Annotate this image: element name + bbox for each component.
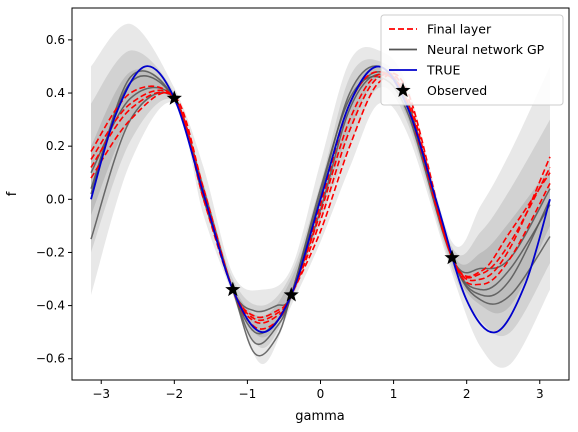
true-function-line [90,65,551,334]
observed-points [166,90,460,302]
observed-point-4 [444,249,460,265]
x-tick-label: −3 [92,387,110,401]
final-layer-line-3 [90,72,551,330]
x-axis-label: gamma [295,409,345,424]
legend-label: Neural network GP [427,42,545,57]
true-line [90,65,551,334]
x-tick-label: 0 [317,387,325,401]
observed-point-2 [225,281,241,297]
legend-label: Observed [427,83,487,98]
y-axis-ticks: −0.6 −0.4 −0.2 0.0 0.2 0.4 0.6 [36,33,72,366]
y-tick-label: 0.0 [46,192,65,206]
y-tick-label: −0.2 [36,245,65,259]
y-tick-label: 0.4 [46,86,65,100]
legend-star-icon [395,82,411,97]
x-tick-label: 1 [390,387,398,401]
y-tick-label: 0.6 [46,33,65,47]
x-tick-label: 2 [463,387,471,401]
y-tick-label: 0.2 [46,139,65,153]
y-tick-label: −0.4 [36,299,65,313]
observed-point-1 [166,90,182,105]
legend-label: Final layer [427,22,492,37]
y-axis-label: f [5,191,20,196]
observed-point-3 [283,286,299,302]
x-axis-ticks: −3 −2 −1 0 1 2 3 [92,380,544,401]
legend-label: TRUE [426,63,460,78]
y-tick-label: −0.6 [36,352,65,366]
x-tick-label: 3 [536,387,544,401]
legend-box [380,14,564,106]
legend: Final layer Neural network GP TRUE Observed [380,14,564,106]
x-tick-label: −1 [239,387,257,401]
x-tick-label: −2 [165,387,183,401]
